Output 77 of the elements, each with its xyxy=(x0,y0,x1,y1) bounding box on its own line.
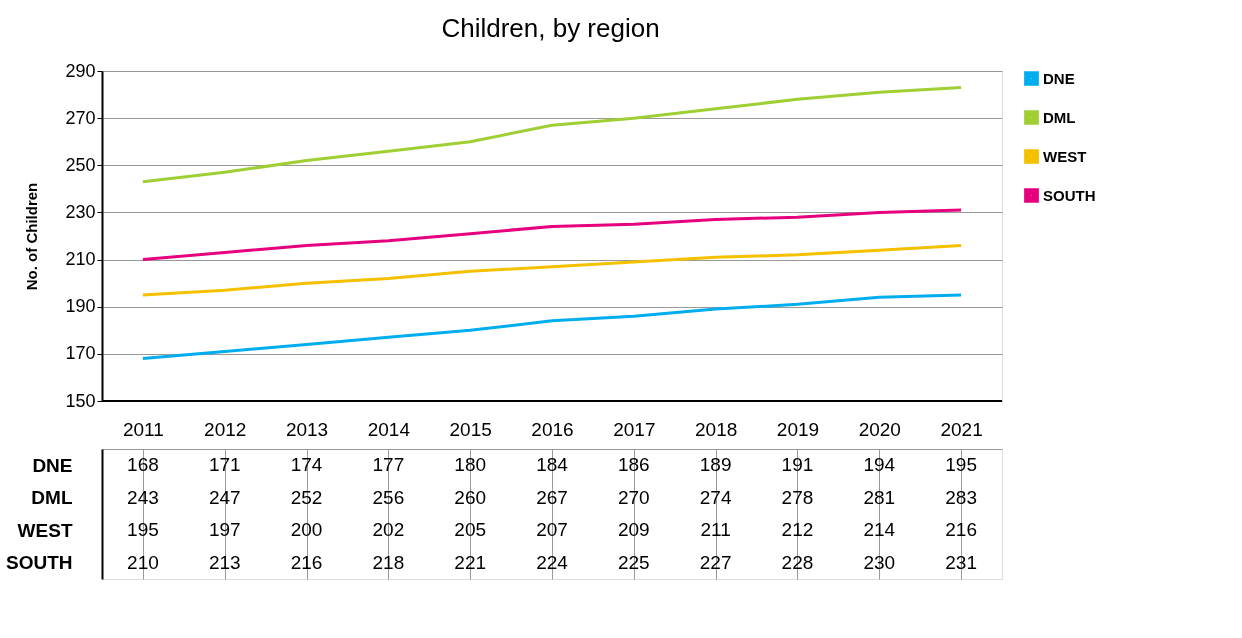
data-label: 195 xyxy=(127,519,159,541)
legend-label: DNE xyxy=(1043,69,1075,87)
data-label: 211 xyxy=(700,519,731,541)
x-tick-label: 2016 xyxy=(531,418,574,440)
data-label: 218 xyxy=(372,551,405,573)
data-label: 224 xyxy=(536,551,569,573)
data-label: 274 xyxy=(699,486,732,508)
x-tick-label: 2012 xyxy=(204,418,247,440)
legend-label: DML xyxy=(1043,108,1076,126)
data-label: 195 xyxy=(945,454,977,476)
data-label: 197 xyxy=(208,519,241,541)
data-label: 200 xyxy=(290,519,323,541)
data-label: 260 xyxy=(454,486,487,508)
data-label: 191 xyxy=(781,454,814,476)
data-label: 216 xyxy=(945,519,977,541)
y-axis-title: No. of Children xyxy=(23,182,41,291)
y-tick-label: 170 xyxy=(65,343,96,364)
data-label: 247 xyxy=(208,486,241,508)
data-label: 194 xyxy=(863,454,896,476)
x-tick-label: 2019 xyxy=(776,418,820,440)
y-tick-label: 190 xyxy=(65,296,96,317)
y-tick-label: 150 xyxy=(65,390,96,411)
y-tick-label: 250 xyxy=(65,154,96,175)
x-tick-label: 2020 xyxy=(858,418,901,440)
line-series xyxy=(141,243,963,297)
data-label: 177 xyxy=(372,454,405,476)
x-tick-label: 2015 xyxy=(449,418,492,440)
data-label: 256 xyxy=(372,486,405,508)
x-tick-label: 2018 xyxy=(695,418,738,440)
legend-label: WEST xyxy=(1043,147,1087,165)
y-tick-label: 230 xyxy=(65,201,96,222)
data-label: 216 xyxy=(290,551,323,573)
data-label: 281 xyxy=(863,486,896,508)
data-label: 207 xyxy=(536,519,568,541)
x-tick-label: 2014 xyxy=(367,418,411,440)
data-label: 212 xyxy=(781,519,814,541)
data-label: 171 xyxy=(208,454,241,476)
line-series xyxy=(141,86,963,184)
data-label: 186 xyxy=(617,454,650,476)
chart-title: Children, by region xyxy=(441,12,660,43)
y-tick-label: 270 xyxy=(65,107,96,128)
data-label: 174 xyxy=(290,454,323,476)
text: SOUTH xyxy=(6,552,73,574)
x-tick-label: 2021 xyxy=(940,418,983,440)
data-label: 189 xyxy=(699,454,732,476)
x-tick-label: 2011 xyxy=(122,418,164,440)
data-label: 168 xyxy=(127,454,159,476)
data-label: 243 xyxy=(127,486,159,508)
data-label: 267 xyxy=(536,486,568,508)
data-label: 252 xyxy=(290,486,323,508)
data-label: 214 xyxy=(863,519,896,541)
data-label: 278 xyxy=(781,486,814,508)
data-label: 225 xyxy=(617,551,650,573)
text: DML xyxy=(31,487,73,509)
text: WEST xyxy=(17,519,73,541)
x-tick-label: 2017 xyxy=(613,418,656,440)
data-label: 270 xyxy=(617,486,650,508)
data-label: 184 xyxy=(536,454,569,476)
line-series xyxy=(141,293,963,361)
data-label: 283 xyxy=(945,486,977,508)
data-label: 205 xyxy=(454,519,487,541)
data-label: 202 xyxy=(372,519,405,541)
data-label: 230 xyxy=(863,551,896,573)
y-tick-label: 210 xyxy=(65,249,96,270)
legend-label: SOUTH xyxy=(1043,186,1096,204)
data-label: 228 xyxy=(781,551,814,573)
data-label: 221 xyxy=(454,551,487,573)
data-label: 231 xyxy=(945,551,977,573)
data-label: 210 xyxy=(127,551,159,573)
text: DNE xyxy=(32,454,73,476)
data-label: 213 xyxy=(208,551,241,573)
x-tick-label: 2013 xyxy=(285,418,329,440)
data-label: 227 xyxy=(699,551,732,573)
data-label: 180 xyxy=(454,454,487,476)
data-label: 209 xyxy=(617,519,650,541)
y-tick-label: 290 xyxy=(65,60,96,81)
line-series xyxy=(141,208,963,262)
